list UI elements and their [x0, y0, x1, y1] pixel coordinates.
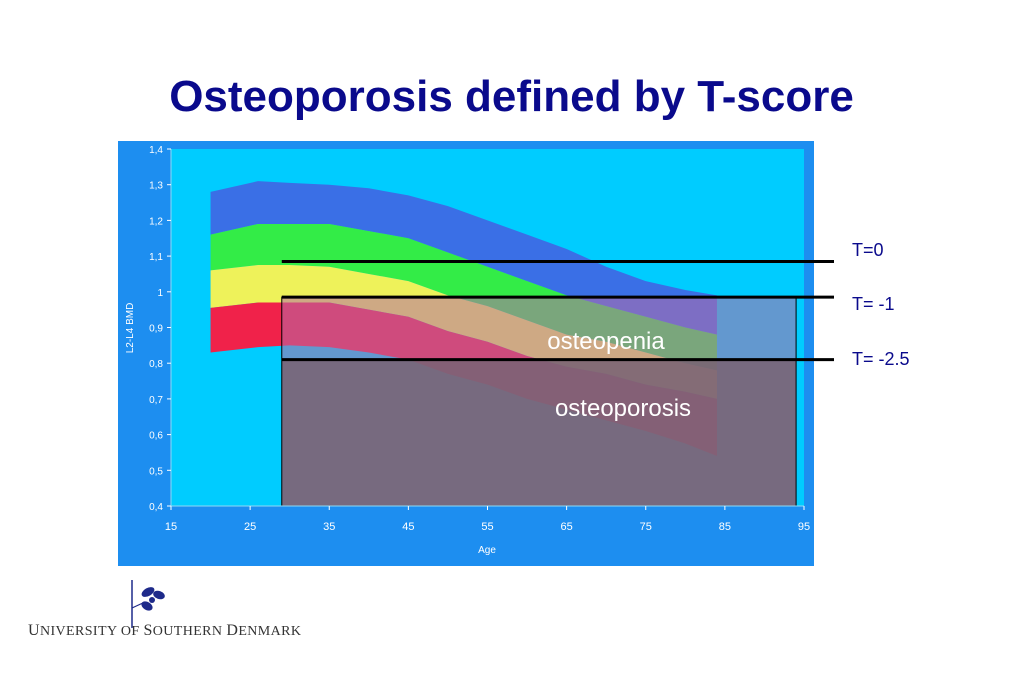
- x-tick-label: 95: [798, 521, 810, 533]
- ticks-group: 15 25 35 45 55 65 75 85 95 1,4 1,3 1,2 1,1 1 0,9 0,8 0,7…: [149, 145, 810, 533]
- y-tick-label: 0,5: [149, 466, 163, 477]
- t-score-minus1-label: T= -1: [852, 294, 895, 314]
- flower-leaf-icon: [131, 580, 165, 628]
- university-logo: UNIVERSITY OF SOUTHERN DENMARK: [28, 578, 301, 648]
- y-tick-label: 1,1: [149, 252, 163, 263]
- y-tick-label: 1,2: [149, 216, 163, 227]
- t-score-minus2-5-label: T= -2.5: [852, 349, 910, 369]
- regions-group: [281, 296, 797, 507]
- osteopenia-label: osteopenia: [547, 328, 665, 355]
- x-axis-label: Age: [478, 545, 496, 556]
- y-tick-label: 1,4: [149, 145, 163, 156]
- x-tick-label: 65: [561, 521, 573, 533]
- logo-text-part: NIVERSITY OF: [39, 624, 144, 639]
- y-tick-label: 1,3: [149, 181, 163, 192]
- y-tick-label: 0,9: [149, 324, 163, 335]
- y-tick-label: 0,4: [149, 502, 163, 513]
- x-tick-label: 85: [719, 521, 731, 533]
- logo-wordmark: UNIVERSITY OF SOUTHERN DENMARK: [28, 622, 301, 640]
- y-axis-label: L2-L4 BMD: [125, 303, 136, 354]
- logo-text-part: U: [28, 622, 40, 639]
- x-tick-label: 55: [481, 521, 493, 533]
- t-score-0-label: T=0: [852, 240, 884, 260]
- logo-text-part: OUTHERN: [152, 624, 227, 639]
- x-tick-label: 15: [165, 521, 177, 533]
- x-tick-label: 75: [640, 521, 652, 533]
- slide-title: Osteoporosis defined by T-score: [169, 72, 854, 121]
- y-tick-label: 0,6: [149, 431, 163, 442]
- logo-text-part: ENMARK: [238, 624, 302, 639]
- logo-text-part: S: [143, 622, 153, 639]
- osteopenia-region: [281, 297, 797, 360]
- x-tick-label: 25: [244, 521, 256, 533]
- x-tick-label: 35: [323, 521, 335, 533]
- logo-text-part: D: [226, 622, 239, 639]
- y-tick-label: 1: [157, 288, 163, 299]
- osteoporosis-region: [281, 359, 797, 506]
- x-tick-label: 45: [402, 521, 414, 533]
- y-tick-label: 0,8: [149, 359, 163, 370]
- reference-lines-group: [281, 259, 834, 362]
- osteoporosis-label: osteoporosis: [555, 395, 691, 422]
- y-tick-label: 0,7: [149, 395, 163, 406]
